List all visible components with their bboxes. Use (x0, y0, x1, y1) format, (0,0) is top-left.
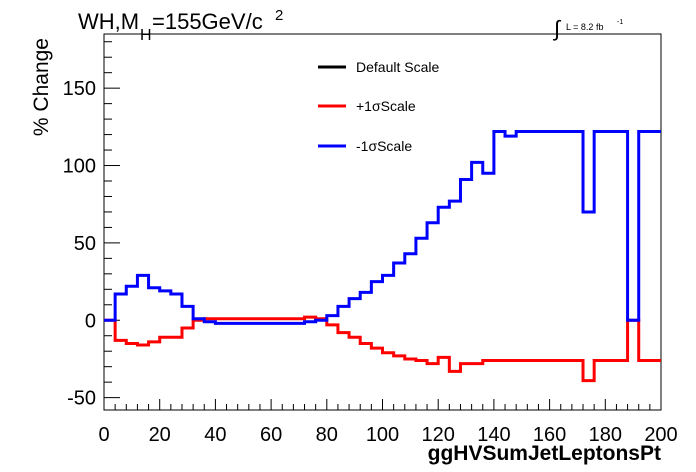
x-tick-label: 200 (644, 424, 677, 446)
lumi-superscript: -1 (617, 19, 623, 26)
legend: Default Scale +1σScale -1σScale (318, 59, 439, 154)
integral-symbol: ∫ (552, 16, 562, 41)
y-tick-label: 50 (74, 233, 96, 255)
legend-label-default: Default Scale (356, 59, 439, 75)
x-tick-label: 180 (589, 424, 622, 446)
legend-label-minus1sigma: -1σScale (356, 138, 412, 154)
x-tick-label: 20 (149, 424, 171, 446)
x-tick-label: 80 (316, 424, 338, 446)
chart-title-superscript: 2 (275, 7, 283, 24)
x-tick-label: 160 (533, 424, 566, 446)
y-axis: -50 0 50 100 150 (63, 41, 120, 410)
lumi-label: L = 8.2 fb (566, 22, 603, 32)
x-axis-title: ggHVSumJetLeptonsPt (428, 442, 661, 465)
chart-title: WH,M (78, 9, 139, 34)
y-tick-label: 100 (63, 156, 96, 178)
x-tick-label: 120 (422, 424, 455, 446)
y-tick-label: 0 (85, 310, 96, 332)
chart-title-subscript: H (140, 27, 152, 44)
x-tick-label: 40 (204, 424, 226, 446)
series-line-1 (104, 315, 661, 383)
x-axis: 0 20 40 60 80 100 120 140 160 180 200 (98, 399, 678, 446)
x-tick-label: 0 (98, 424, 109, 446)
y-axis-title: % Change (30, 38, 53, 136)
y-tick-label: 150 (63, 78, 96, 100)
x-tick-label: 140 (477, 424, 510, 446)
legend-label-plus1sigma: +1σScale (356, 98, 416, 114)
series-layer (104, 129, 661, 383)
y-tick-label: -50 (67, 388, 96, 410)
x-tick-label: 100 (366, 424, 399, 446)
chart-title-rest: =155GeV/c (152, 9, 263, 34)
x-tick-label: 60 (260, 424, 282, 446)
series-line-2 (104, 129, 661, 325)
